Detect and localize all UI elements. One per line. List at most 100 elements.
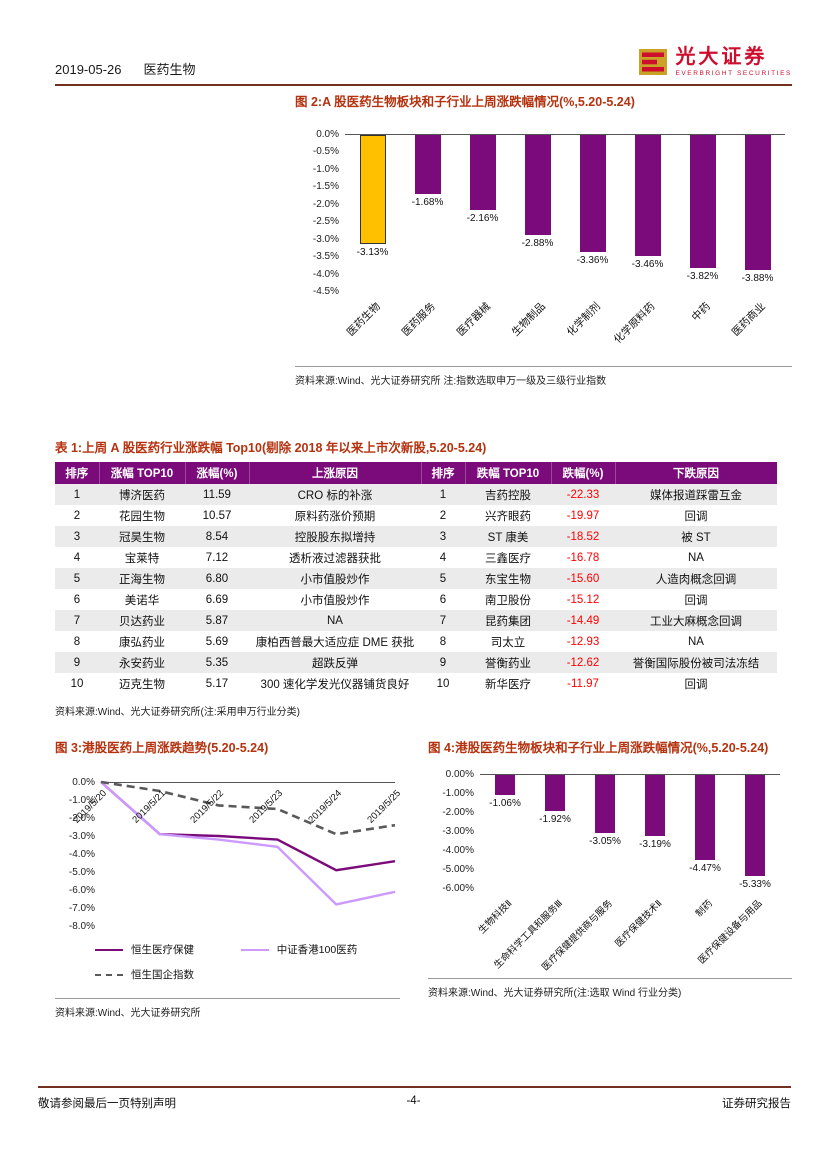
table-cell: -14.49 [551, 610, 615, 631]
table-cell: 媒体报道踩雷互金 [615, 484, 777, 505]
table-cell: 博济医药 [99, 484, 185, 505]
table-cell: 回调 [615, 505, 777, 526]
bar-value-label: -2.88% [521, 238, 554, 249]
x-axis-label: 制药 [693, 898, 715, 920]
zero-axis-line [480, 774, 780, 775]
y-tick-label: -4.0% [68, 849, 95, 860]
table-cell: NA [615, 547, 777, 568]
report-sector: 医药生物 [143, 62, 196, 77]
bar-生物制品 [524, 135, 551, 235]
y-tick-label: -0.5% [312, 146, 339, 158]
x-axis-label: 医药服务 [399, 300, 438, 339]
y-tick-label: -2.5% [312, 216, 339, 228]
figure-2-source: 资料来源:Wind、光大证券研究所 注:指数选取申万一级及三级行业指数 [295, 366, 792, 387]
column-header: 涨幅 TOP10 [99, 462, 186, 484]
table-cell: 4 [55, 547, 99, 568]
table-row: 7 贝达药业 5.87 NA 7 昆药集团 -14.49 工业大麻概念回调 [55, 610, 777, 631]
figure-2-section: 图 2:A 股医药生物板块和子行业上周涨跌幅情况(%,5.20-5.24) 0.… [295, 94, 792, 387]
table-cell: 控股股东拟增持 [249, 526, 421, 547]
table-row: 8 康弘药业 5.69 康柏西普最大适应症 DME 获批 8 司太立 -12.93 NA [55, 631, 777, 652]
line-chart-canvas [100, 780, 396, 906]
table-cell: 1 [421, 484, 465, 505]
table-1-title: 表 1:上周 A 股医药行业涨跌幅 Top10(剔除 2018 年以来上市次新股… [55, 441, 487, 455]
table-cell: 7 [55, 610, 99, 631]
everbright-logo-icon [639, 48, 668, 75]
table-cell: 南卫股份 [465, 589, 551, 610]
bar-医疗保健提供商与服务 [595, 775, 615, 833]
x-axis-label: 医疗保健技术Ⅱ [613, 898, 665, 950]
table-cell: 4 [421, 547, 465, 568]
table-cell: 3 [55, 526, 99, 547]
table-cell: 誉衡药业 [465, 652, 551, 673]
table-1-source: 资料来源:Wind、光大证券研究所(注:采用申万行业分类) [55, 707, 300, 718]
table-cell: 小市值股炒作 [249, 568, 421, 589]
zero-axis-line [345, 134, 785, 135]
column-header: 排序 [55, 462, 100, 484]
column-header: 涨幅(%) [185, 462, 250, 484]
y-tick-label: -2.0% [68, 813, 95, 824]
x-axis-label: 生物科技Ⅱ [476, 898, 515, 937]
table-row: 3 冠昊生物 8.54 控股股东拟增持 3 ST 康美 -18.52 被 ST [55, 526, 777, 547]
bar-医疗保健设备与用品 [745, 775, 765, 876]
x-axis-label: 医药生物 [344, 300, 383, 339]
table-cell: 300 速化学发光仪器铺货良好 [249, 673, 421, 694]
bar-value-label: -4.47% [689, 863, 721, 874]
bar-医疗保健技术Ⅱ [645, 775, 665, 836]
y-tick-label: -4.5% [312, 286, 339, 297]
x-axis-label: 生物制品 [509, 300, 548, 339]
table-cell: 10 [55, 673, 99, 694]
table-cell: 5 [55, 568, 99, 589]
y-tick-label: -3.5% [312, 251, 339, 263]
legend-item-中证香港100医药: 中证香港100医药 [240, 942, 387, 957]
table-cell: ST 康美 [465, 526, 551, 547]
bar-value-label: -3.82% [686, 271, 719, 282]
table-cell: 8.54 [185, 526, 249, 547]
table-cell: 康弘药业 [99, 631, 185, 652]
table-row: 5 正海生物 6.80 小市值股炒作 5 东宝生物 -15.60 人造肉概念回调 [55, 568, 777, 589]
table-cell: CRO 标的补涨 [249, 484, 421, 505]
bar-医药生物 [359, 135, 386, 244]
figure-3-title: 图 3:港股医药上周涨跌趋势(5.20-5.24) [55, 741, 269, 755]
table-cell: 10.57 [185, 505, 249, 526]
table-cell: 回调 [615, 589, 777, 610]
table-cell: 正海生物 [99, 568, 185, 589]
table-cell: 5.69 [185, 631, 249, 652]
line-series-恒生医疗保健 [100, 781, 396, 872]
bar-value-label: -1.68% [411, 197, 444, 208]
table-cell: 宝莱特 [99, 547, 185, 568]
line-series-中证香港100医药 [100, 781, 396, 906]
table-cell: 永安药业 [99, 652, 185, 673]
report-header: 2019-05-26 医药生物 [55, 59, 196, 78]
bar-value-label: -3.05% [589, 836, 621, 847]
bar-生命科学工具和服务Ⅲ [545, 775, 565, 811]
table-cell: NA [249, 610, 421, 631]
table-cell: 超跌反弹 [249, 652, 421, 673]
table-cell: 9 [55, 652, 99, 673]
bar-value-label: -3.13% [356, 247, 389, 258]
table-cell: 5 [421, 568, 465, 589]
column-header: 跌幅(%) [551, 462, 616, 484]
bar-医疗器械 [469, 135, 496, 210]
table-row: 4 宝莱特 7.12 透析液过滤器获批 4 三鑫医疗 -16.78 NA [55, 547, 777, 568]
table-cell: 7 [421, 610, 465, 631]
table-cell: 10 [421, 673, 465, 694]
y-tick-label: 0.0% [72, 777, 95, 788]
table-cell: 冠昊生物 [99, 526, 185, 547]
figure-4-bar-chart: 0.00% -1.00% -2.00% -3.00% -4.00% -5.00% -6.00… [428, 760, 792, 973]
table-cell: 吉药控股 [465, 484, 551, 505]
figure-2-title: 图 2:A 股医药生物板块和子行业上周涨跌幅情况(%,5.20-5.24) [295, 95, 635, 109]
table-cell: 6.69 [185, 589, 249, 610]
table-row: 2 花园生物 10.57 原料药涨价预期 2 兴齐眼药 -19.97 回调 [55, 505, 777, 526]
table-row: 9 永安药业 5.35 超跌反弹 9 誉衡药业 -12.62 誉衡国际股份被司法冻结 [55, 652, 777, 673]
table-cell: 贝达药业 [99, 610, 185, 631]
bar-value-label: -3.46% [631, 259, 664, 270]
table-cell: 1 [55, 484, 99, 505]
line-series-恒生国企指数 [100, 780, 396, 836]
y-tick-label: 0.00% [445, 769, 474, 780]
table-cell: 人造肉概念回调 [615, 568, 777, 589]
figure-3-source: 资料来源:Wind、光大证券研究所 [55, 998, 400, 1019]
figure-3-legend: 恒生医疗保健 中证香港100医药 恒生国企指数 [95, 942, 405, 992]
y-tick-label: -3.0% [68, 831, 95, 842]
table-header-row: 排序 涨幅 TOP10 涨幅(%) 上涨原因 排序 跌幅 TOP10 跌幅(%) 下跌原因 [55, 462, 778, 484]
